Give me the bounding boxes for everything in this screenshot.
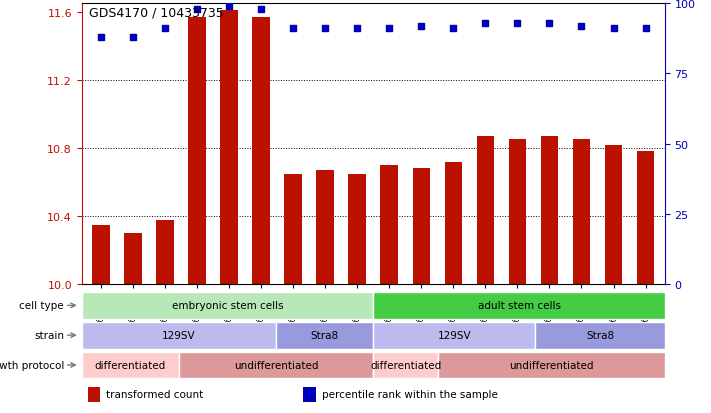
Text: percentile rank within the sample: percentile rank within the sample bbox=[322, 389, 498, 399]
Bar bbox=[220, 11, 238, 285]
Bar bbox=[276, 322, 373, 349]
Text: Stra8: Stra8 bbox=[586, 330, 614, 340]
Bar bbox=[82, 322, 276, 349]
Point bbox=[159, 26, 171, 33]
Text: GDS4170 / 10433735: GDS4170 / 10433735 bbox=[89, 6, 224, 19]
Bar bbox=[535, 322, 665, 349]
Bar bbox=[348, 174, 366, 285]
Bar bbox=[373, 352, 438, 378]
Text: cell type: cell type bbox=[19, 301, 64, 311]
Text: differentiated: differentiated bbox=[95, 360, 166, 370]
Bar bbox=[637, 152, 654, 285]
Point bbox=[608, 26, 619, 33]
Point bbox=[480, 21, 491, 27]
Bar bbox=[124, 234, 141, 285]
Text: adult stem cells: adult stem cells bbox=[478, 301, 560, 311]
Bar bbox=[373, 322, 535, 349]
Bar bbox=[508, 140, 526, 285]
Text: embryonic stem cells: embryonic stem cells bbox=[172, 301, 283, 311]
Bar bbox=[540, 137, 558, 285]
Bar bbox=[438, 352, 665, 378]
Point bbox=[576, 23, 587, 30]
Point bbox=[255, 7, 267, 13]
Point bbox=[223, 4, 235, 10]
Point bbox=[384, 26, 395, 33]
Bar bbox=[412, 169, 430, 285]
Bar bbox=[156, 220, 174, 285]
Bar bbox=[284, 174, 302, 285]
Point bbox=[95, 34, 107, 41]
Bar bbox=[572, 140, 590, 285]
Point bbox=[351, 26, 363, 33]
Bar bbox=[476, 137, 494, 285]
Point bbox=[640, 26, 651, 33]
Bar bbox=[188, 18, 206, 285]
Bar bbox=[380, 166, 398, 285]
Bar bbox=[252, 18, 270, 285]
Text: differentiated: differentiated bbox=[370, 360, 442, 370]
Text: 129SV: 129SV bbox=[437, 330, 471, 340]
Point bbox=[287, 26, 299, 33]
Point bbox=[416, 23, 427, 30]
Bar bbox=[82, 292, 373, 319]
Text: growth protocol: growth protocol bbox=[0, 360, 64, 370]
Bar bbox=[87, 387, 100, 401]
Point bbox=[512, 21, 523, 27]
Point bbox=[544, 21, 555, 27]
Text: transformed count: transformed count bbox=[106, 389, 203, 399]
Text: 129SV: 129SV bbox=[162, 330, 196, 340]
Bar bbox=[82, 352, 179, 378]
Point bbox=[319, 26, 331, 33]
Point bbox=[448, 26, 459, 33]
Bar bbox=[92, 225, 109, 285]
Point bbox=[191, 7, 203, 13]
Bar bbox=[304, 387, 316, 401]
Bar bbox=[605, 145, 622, 285]
Text: undifferentiated: undifferentiated bbox=[234, 360, 319, 370]
Point bbox=[127, 34, 139, 41]
Text: undifferentiated: undifferentiated bbox=[509, 360, 594, 370]
Bar bbox=[444, 162, 462, 285]
Bar bbox=[179, 352, 373, 378]
Text: Stra8: Stra8 bbox=[311, 330, 338, 340]
Bar bbox=[373, 292, 665, 319]
Text: strain: strain bbox=[34, 330, 64, 340]
Bar bbox=[316, 171, 334, 285]
